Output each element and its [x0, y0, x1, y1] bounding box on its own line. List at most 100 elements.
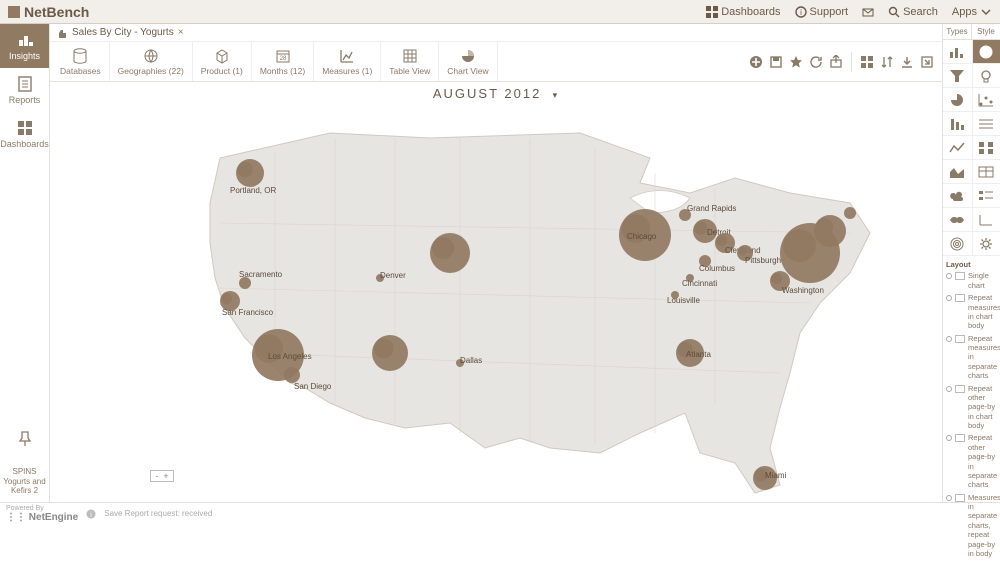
svg-text:Los Angeles: Los Angeles	[268, 352, 312, 361]
city-bubble[interactable]	[844, 207, 856, 219]
ribbon: DatabasesGeographies (22)Product (1)28Mo…	[50, 42, 942, 82]
ribbon-measures[interactable]: Measures (1)	[314, 42, 381, 81]
svg-text:Portland, OR: Portland, OR	[230, 186, 276, 195]
chart-type-funnel[interactable]	[943, 64, 972, 88]
ribbon-tools	[749, 42, 940, 81]
chart-type-axis[interactable]	[972, 208, 1000, 232]
radio-icon	[946, 495, 952, 501]
layout-header: Layout	[946, 260, 997, 269]
us-map: Portland, ORSan FranciscoSacramentoLos A…	[130, 103, 910, 502]
radio-icon	[946, 273, 952, 279]
table-icon	[977, 164, 995, 180]
city-bubble[interactable]	[430, 233, 470, 273]
column-icon	[948, 116, 966, 132]
funnel-icon	[948, 68, 966, 84]
svg-text:Louisville: Louisville	[667, 296, 700, 305]
city-bubble[interactable]: Miami	[753, 466, 787, 490]
rail-pin[interactable]	[0, 417, 49, 461]
city-bubble[interactable]	[372, 335, 408, 371]
chart-type-map[interactable]	[943, 208, 972, 232]
ribbon-tableview[interactable]: Table View	[381, 42, 439, 81]
svg-text:Miami: Miami	[765, 471, 787, 480]
layout-thumb-icon	[955, 434, 965, 442]
layout-option[interactable]: Measures in separate charts, repeat page…	[946, 493, 997, 559]
chart-type-column[interactable]	[943, 112, 972, 136]
close-icon[interactable]: ×	[178, 27, 184, 38]
info-icon: i	[795, 6, 807, 18]
ribbon-months[interactable]: 28Months (12)	[252, 42, 314, 81]
chart-type-table[interactable]	[972, 160, 1000, 184]
zoom-control[interactable]: - +	[150, 470, 174, 482]
radio-icon	[946, 336, 952, 342]
svg-text:Chicago: Chicago	[627, 232, 657, 241]
star-icon[interactable]	[789, 55, 803, 69]
layout-option[interactable]: Repeat measures in chart body	[946, 293, 997, 331]
nav-apps[interactable]: Apps	[952, 6, 992, 18]
chart-type-scatter[interactable]	[972, 88, 1000, 112]
chart-type-line[interactable]	[943, 136, 972, 160]
chart-type-legend[interactable]	[972, 184, 1000, 208]
refresh-icon[interactable]	[809, 55, 823, 69]
tab-sales-by-city[interactable]: Sales By City - Yogurts ×	[56, 27, 184, 39]
svg-text:i: i	[800, 8, 802, 17]
nav-support[interactable]: i Support	[795, 6, 849, 18]
svg-text:Grand Rapids: Grand Rapids	[687, 204, 736, 213]
city-bubble[interactable]	[814, 215, 846, 247]
tableview-icon	[401, 47, 419, 65]
nav-dashboards[interactable]: Dashboards	[706, 6, 780, 18]
radio-icon	[946, 435, 952, 441]
chart-type-cloud[interactable]	[943, 184, 972, 208]
lines-icon	[977, 116, 995, 132]
grid-icon[interactable]	[860, 55, 874, 69]
expand-icon[interactable]	[920, 55, 934, 69]
thumb-icon	[56, 27, 68, 39]
share-icon[interactable]	[829, 55, 843, 69]
ribbon-databases[interactable]: Databases	[52, 42, 110, 81]
map-icon	[948, 212, 966, 228]
gear-icon	[977, 236, 995, 252]
geographies-icon	[142, 47, 160, 65]
layout-option[interactable]: Repeat other page-by in separate charts	[946, 433, 997, 489]
footer: Powered By ⋮⋮ NetEngine i Save Report re…	[0, 502, 1000, 524]
nav-search[interactable]: Search	[888, 6, 938, 18]
status-icon: i	[86, 509, 96, 519]
rail-insights[interactable]: Insights	[0, 24, 49, 68]
download-icon[interactable]	[900, 55, 914, 69]
chart-type-contour[interactable]	[943, 232, 972, 256]
city-bubble[interactable]: Chicago	[619, 209, 671, 261]
chart-type-lines[interactable]	[972, 112, 1000, 136]
cloud-icon	[948, 188, 966, 204]
reports-icon	[16, 75, 34, 93]
ribbon-product[interactable]: Product (1)	[193, 42, 252, 81]
rail-dashboards[interactable]: Dashboards	[0, 112, 49, 156]
svg-text:Dallas: Dallas	[460, 356, 482, 365]
add-icon[interactable]	[749, 55, 763, 69]
chart-type-bar[interactable]	[943, 40, 972, 64]
app-name: NetBench	[24, 4, 89, 20]
chart-type-gear[interactable]	[972, 232, 1000, 256]
chart-type-pie[interactable]	[943, 88, 972, 112]
rail-brand: SPINS Yogurts and Kefirs 2	[0, 461, 49, 502]
ribbon-geographies[interactable]: Geographies (22)	[110, 42, 193, 81]
panel-tab-style[interactable]: Style	[971, 24, 1000, 40]
app-logo: NetBench	[8, 4, 89, 20]
save-icon[interactable]	[769, 55, 783, 69]
layout-thumb-icon	[955, 385, 965, 393]
svg-text:Sacramento: Sacramento	[239, 270, 283, 279]
chart-type-bulb[interactable]	[972, 64, 1000, 88]
map-area[interactable]: Portland, ORSan FranciscoSacramentoLos A…	[50, 103, 942, 502]
bulb-icon	[977, 68, 995, 84]
rail-reports[interactable]: Reports	[0, 68, 49, 112]
sort-icon[interactable]	[880, 55, 894, 69]
layout-option[interactable]: Repeat measures in separate charts	[946, 334, 997, 381]
chart-type-area[interactable]	[943, 160, 972, 184]
chart-type-donut[interactable]	[972, 40, 1000, 64]
contour-icon	[948, 236, 966, 252]
layout-option[interactable]: Repeat other page-by in chart body	[946, 384, 997, 431]
nav-mail[interactable]	[862, 6, 874, 18]
status-text: Save Report request: received	[104, 509, 212, 518]
panel-tab-types[interactable]: Types	[943, 24, 971, 40]
chart-type-grid-sm[interactable]	[972, 136, 1000, 160]
layout-option[interactable]: Single chart	[946, 271, 997, 290]
ribbon-chartview[interactable]: Chart View	[439, 42, 497, 81]
